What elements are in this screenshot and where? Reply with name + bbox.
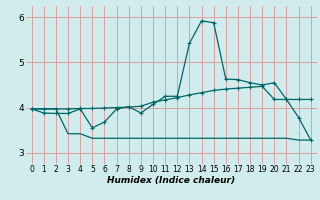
X-axis label: Humidex (Indice chaleur): Humidex (Indice chaleur): [107, 176, 235, 185]
